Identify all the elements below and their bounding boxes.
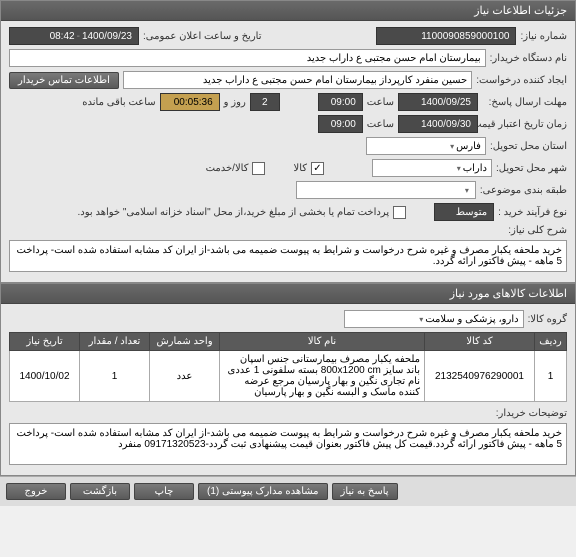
fld-buyer-notes[interactable]: خرید ملحفه یکبار مصرف و غیره شرح درخواست… xyxy=(9,423,567,465)
print-button[interactable]: چاپ xyxy=(134,483,194,500)
exit-button[interactable]: خروج xyxy=(6,483,66,500)
answer-button[interactable]: پاسخ به نیاز xyxy=(332,483,398,500)
lbl-province: استان محل تحویل: xyxy=(490,141,567,152)
fld-validity-date: 1400/09/30 xyxy=(398,115,478,133)
back-button[interactable]: بازگشت xyxy=(70,483,130,500)
lbl-rooz: روز و xyxy=(224,97,246,108)
chk-pay[interactable] xyxy=(393,206,406,219)
lbl-saat1: ساعت xyxy=(367,97,394,108)
lbl-saat2: ساعت xyxy=(367,119,394,130)
lbl-buyer: نام دستگاه خریدار: xyxy=(490,53,567,64)
lbl-remain: ساعت باقی مانده xyxy=(82,97,155,108)
table-row[interactable]: 12132540976290001ملحفه یکبار مصرف بیمارس… xyxy=(10,351,567,402)
lbl-city: شهر محل تحویل: xyxy=(496,163,567,174)
attachments-button[interactable]: مشاهده مدارک پیوستی (1) xyxy=(198,483,328,500)
fld-goods-group[interactable]: دارو، پزشکی و سلامت▾ xyxy=(344,310,524,328)
fld-buyer: بیمارستان امام حسن مجتبی ع داراب جدید xyxy=(9,49,486,67)
lbl-announce: تاریخ و ساعت اعلان عمومی: xyxy=(143,31,262,42)
need-info-body: شماره نیاز: 1100090859000100 تاریخ و ساع… xyxy=(1,21,575,282)
chk-kala[interactable] xyxy=(311,162,324,175)
lbl-kala-khedmat: کالا/خدمت xyxy=(206,163,249,174)
fld-announce: 1400/09/23-08:42 xyxy=(9,27,139,45)
goods-group-value: دارو، پزشکی و سلامت xyxy=(425,314,518,325)
need-info-header: جزئیات اطلاعات نیاز xyxy=(1,1,575,21)
th-code: کد کالا xyxy=(425,333,535,351)
chevron-down-icon: ▾ xyxy=(457,164,461,173)
goods-header: اطلاعات کالاهای مورد نیاز xyxy=(1,284,575,304)
chevron-down-icon: ▾ xyxy=(465,186,469,195)
fld-province[interactable]: فارس▾ xyxy=(366,137,486,155)
fld-gen-desc[interactable]: خرید ملحفه یکبار مصرف و غیره شرح درخواست… xyxy=(9,240,567,272)
lbl-gen-desc: شرح کلی نیاز: xyxy=(492,225,567,236)
chevron-down-icon: ▾ xyxy=(419,315,423,324)
lbl-goods-group: گروه کالا: xyxy=(528,314,567,325)
td-unit: عدد xyxy=(150,351,220,402)
contact-buyer-button[interactable]: اطلاعات تماس خریدار xyxy=(9,72,119,89)
goods-table: ردیف کد کالا نام کالا واحد شمارش تعداد /… xyxy=(9,332,567,402)
td-qty: 1 xyxy=(80,351,150,402)
lbl-deadline: مهلت ارسال پاسخ: xyxy=(482,97,567,108)
th-name: نام کالا xyxy=(220,333,425,351)
fld-validity-time: 09:00 xyxy=(318,115,363,133)
lbl-kala: کالا xyxy=(293,163,307,174)
fld-req-creator: حسین منفرد کارپرداز بیمارستان امام حسن م… xyxy=(123,71,472,89)
lbl-buyer-notes: توضیحات خریدار: xyxy=(492,408,567,419)
city-value: داراب xyxy=(463,163,487,174)
td-date: 1400/10/02 xyxy=(10,351,80,402)
th-qty: تعداد / مقدار xyxy=(80,333,150,351)
goods-body: گروه کالا: دارو، پزشکی و سلامت▾ ردیف کد … xyxy=(1,304,575,475)
fld-city[interactable]: داراب▾ xyxy=(372,159,492,177)
announce-time: 08:42 xyxy=(50,31,75,42)
fld-deadline-date: 1400/09/25 xyxy=(398,93,478,111)
fld-deadline-time: 09:00 xyxy=(318,93,363,111)
td-name: ملحفه یکبار مصرف بیمارستانی جنس اسپان با… xyxy=(220,351,425,402)
need-info-panel: جزئیات اطلاعات نیاز شماره نیاز: 11000908… xyxy=(0,0,576,283)
lbl-need-no: شماره نیاز: xyxy=(520,31,567,42)
announce-date: 1400/09/23 xyxy=(82,31,132,42)
fld-remain-days: 2 xyxy=(250,93,280,111)
lbl-category: طبقه بندی موضوعی: xyxy=(480,185,567,196)
province-value: فارس xyxy=(456,141,481,152)
td-code: 2132540976290001 xyxy=(425,351,535,402)
th-unit: واحد شمارش xyxy=(150,333,220,351)
fld-category[interactable]: ▾ xyxy=(296,181,476,199)
td-idx: 1 xyxy=(535,351,567,402)
th-date: تاریخ نیاز xyxy=(10,333,80,351)
table-header-row: ردیف کد کالا نام کالا واحد شمارش تعداد /… xyxy=(10,333,567,351)
chk-kala-khedmat[interactable] xyxy=(252,162,265,175)
fld-remain-time: 00:05:36 xyxy=(160,93,220,111)
lbl-req-creator: ایجاد کننده درخواست: xyxy=(476,75,567,86)
lbl-pay-note: پرداخت تمام یا بخشی از مبلغ خرید،از محل … xyxy=(78,207,390,218)
fld-process: متوسط xyxy=(434,203,494,221)
fld-need-no: 1100090859000100 xyxy=(376,27,516,45)
footer-bar: پاسخ به نیاز مشاهده مدارک پیوستی (1) چاپ… xyxy=(0,476,576,506)
lbl-validity: زمان تاریخ اعتبار قیمت تا تاریخ: xyxy=(482,119,567,130)
lbl-process: نوع فرآیند خرید : xyxy=(498,207,567,218)
chevron-down-icon: ▾ xyxy=(450,142,454,151)
goods-panel: اطلاعات کالاهای مورد نیاز گروه کالا: دار… xyxy=(0,283,576,476)
th-idx: ردیف xyxy=(535,333,567,351)
